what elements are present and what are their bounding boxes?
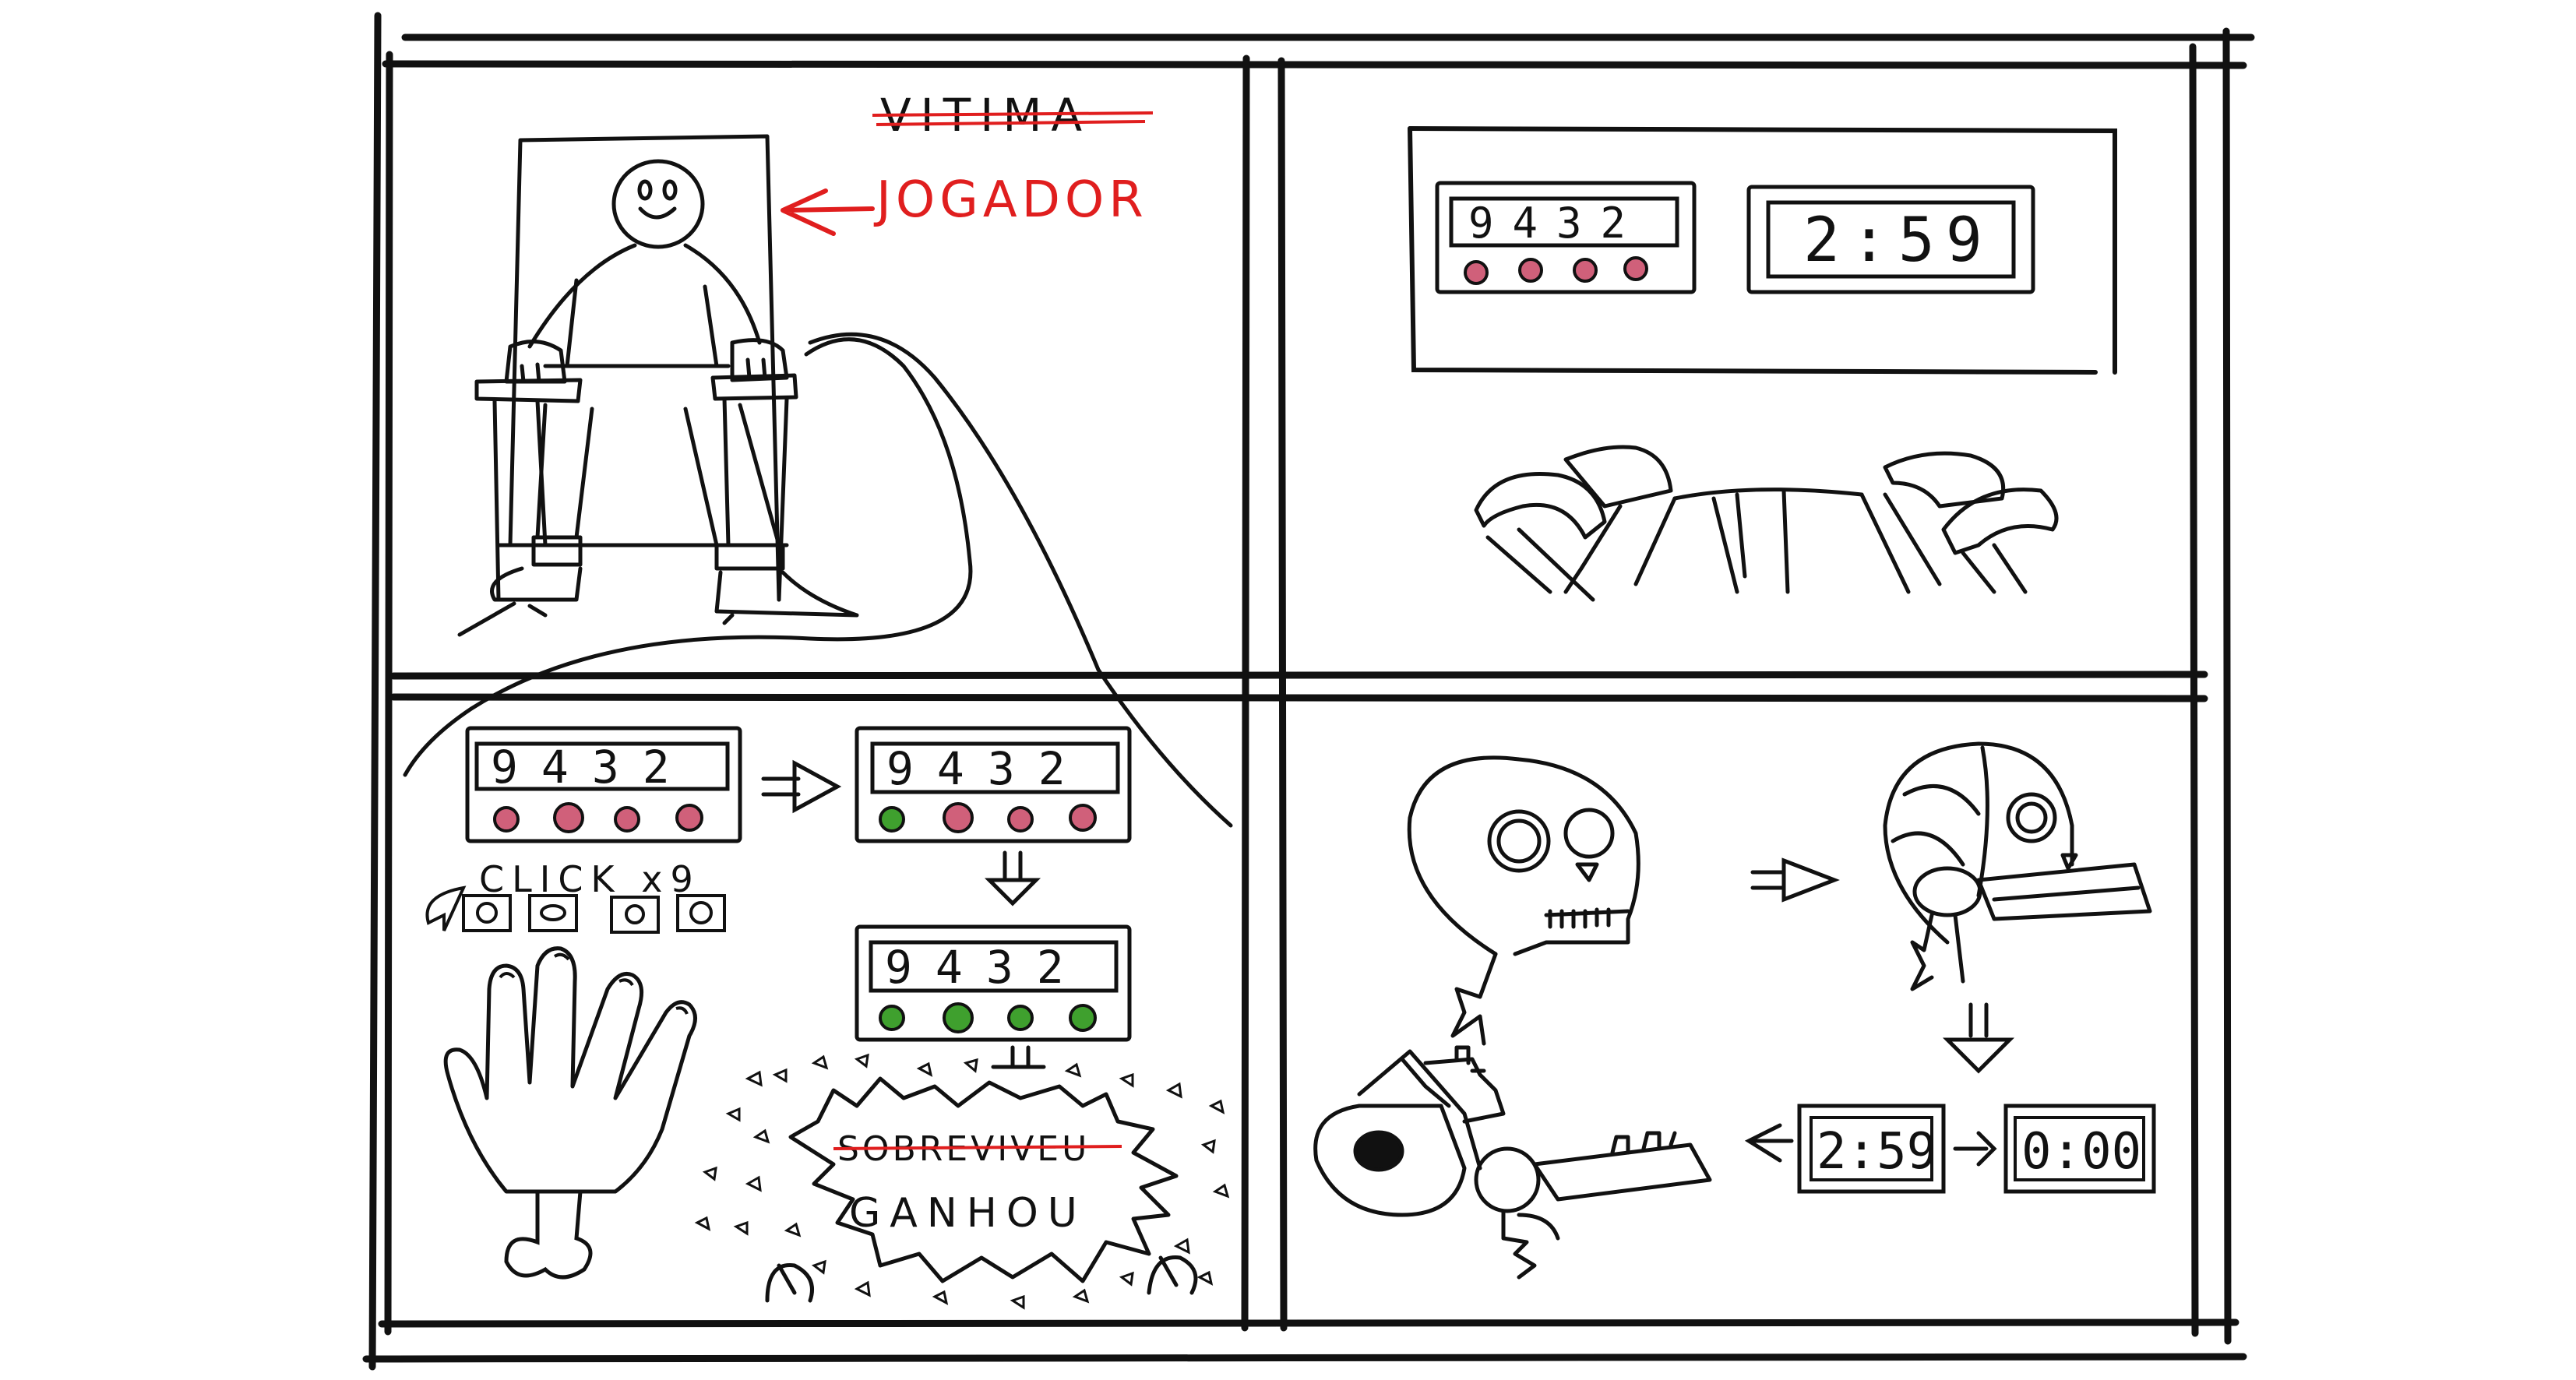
keypad-partial: 9432	[855, 726, 1132, 843]
strike-through	[833, 1145, 1122, 1150]
keypad-before: 9432	[465, 726, 742, 843]
keypad-led	[1069, 1004, 1097, 1032]
strike-through	[876, 120, 1146, 126]
timer-end: 0:00	[2003, 1104, 2156, 1194]
keypad-led	[943, 802, 974, 833]
keypad-solved: 9432	[855, 924, 1132, 1042]
explosion-burst	[788, 1076, 1179, 1283]
keypad-led	[1464, 260, 1489, 285]
skull-icon	[1313, 1045, 1712, 1280]
panel-4: 2:59 0:00	[1313, 741, 2156, 1280]
arrow-icon	[761, 759, 842, 814]
arrow-icon	[984, 850, 1041, 907]
won-word: GANHOU	[849, 1190, 1087, 1237]
strapped-hands	[765, 1255, 1198, 1303]
wire-icon	[808, 332, 1233, 828]
wire-icon	[403, 337, 973, 777]
timer-end-display: 0:00	[2021, 1123, 2141, 1181]
keypad-led	[1623, 256, 1648, 281]
keypad-led	[1573, 258, 1598, 283]
arrow-icon	[1942, 1002, 2015, 1074]
keypad: 9432	[1435, 181, 1697, 294]
keypad-led	[675, 804, 703, 832]
keypad-led	[1069, 804, 1097, 832]
click-instruction: CLICK x9	[479, 858, 701, 900]
keypad-led	[879, 1005, 905, 1031]
code-display: 9432	[885, 941, 1087, 994]
skull-icon	[1407, 755, 1640, 1046]
arrow-icon	[1750, 857, 1840, 903]
skull-icon	[1883, 741, 2152, 991]
strike-through	[872, 111, 1154, 117]
hand-icon	[504, 1189, 593, 1280]
wall-panel	[1408, 126, 2117, 375]
timer-display: 2:59	[1803, 206, 1993, 276]
arrow-icon	[991, 1045, 1046, 1069]
hand-icon	[443, 946, 697, 1194]
keypad-led	[493, 806, 520, 833]
cursor-icon	[425, 885, 467, 931]
panel-2: 9432 2:59	[1408, 126, 2117, 602]
keypad-code: 9432	[1468, 199, 1644, 248]
click-targets	[462, 894, 726, 934]
keypad-led	[943, 1002, 974, 1033]
keypad-led	[614, 806, 640, 833]
keypad-led	[1007, 806, 1034, 833]
arrow-icon	[1953, 1131, 1997, 1167]
keypad-led	[879, 806, 905, 833]
debris	[694, 1053, 1230, 1310]
player-figure	[457, 159, 859, 637]
arrow-icon	[1744, 1123, 1794, 1163]
arrow-icon	[781, 188, 875, 236]
wall-timer: 2:59	[1746, 185, 2035, 294]
keypad-led	[1007, 1005, 1034, 1031]
keypad-led	[1518, 258, 1543, 283]
panel-3: 9432 9432 9432 C	[425, 726, 1230, 1310]
code-display: 9432	[491, 741, 693, 794]
strapped-hands	[1474, 445, 2059, 602]
hand-icon	[499, 952, 689, 1015]
timer-start-display: 2:59	[1817, 1123, 1936, 1181]
panel-grid	[362, 12, 2255, 1371]
code-display: 9432	[886, 742, 1089, 795]
keypad-led	[553, 802, 584, 833]
player-label: JOGADOR	[873, 171, 1148, 229]
timer-start: 2:59	[1797, 1104, 1946, 1194]
panel-1: VITIMA JOGADOR	[403, 89, 1233, 828]
